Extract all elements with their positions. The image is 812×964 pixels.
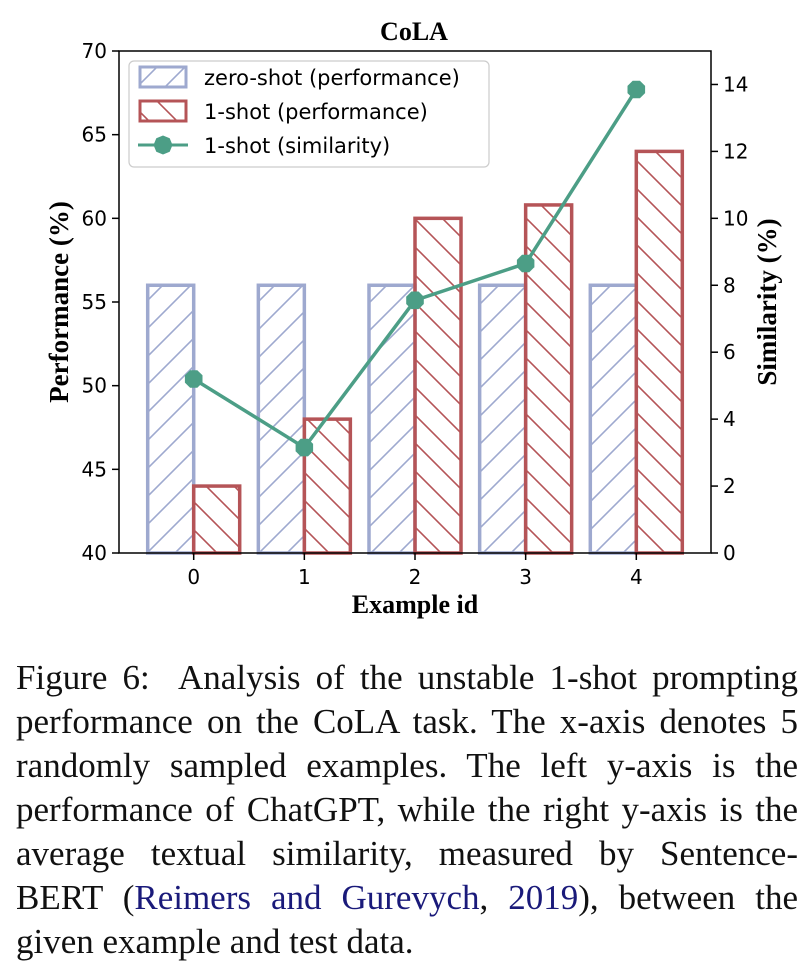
left-tick-label-0: 40 bbox=[82, 541, 107, 565]
legend-label-zero-shot: zero-shot (performance) bbox=[204, 66, 460, 90]
right-tick-label-5: 10 bbox=[723, 206, 748, 230]
legend-label-one-shot: 1-shot (performance) bbox=[204, 100, 428, 124]
x-tick-label-4: 4 bbox=[630, 565, 643, 589]
similarity-point-4 bbox=[627, 80, 646, 99]
left-tick-label-3: 55 bbox=[82, 290, 107, 314]
legend: zero-shot (performance) 1-shot (performa… bbox=[128, 60, 490, 168]
left-tick-label-4: 60 bbox=[82, 206, 107, 230]
figure-caption: Figure 6: Analysis of the unstable 1-sho… bbox=[16, 656, 798, 964]
zero-shot-bars bbox=[145, 283, 639, 555]
right-tick-label-4: 8 bbox=[723, 273, 736, 297]
bar-zero-shot-3 bbox=[477, 283, 528, 555]
legend-swatch-zero-shot bbox=[138, 65, 188, 89]
right-tick-label-1: 2 bbox=[723, 474, 736, 498]
caption-text-after: ), between the given example and test da… bbox=[16, 878, 798, 961]
bar-one-shot-0 bbox=[191, 484, 242, 555]
similarity-point-3 bbox=[516, 254, 535, 273]
x-tick-label-1: 1 bbox=[298, 565, 311, 589]
legend-swatch-one-shot bbox=[138, 99, 188, 123]
x-tick-label-0: 0 bbox=[187, 565, 200, 589]
right-y-axis: 0 2 4 6 8 10 12 14 bbox=[711, 72, 748, 565]
left-tick-label-2: 50 bbox=[82, 374, 107, 398]
caption-label: Figure 6: bbox=[16, 658, 150, 697]
bar-zero-shot-4 bbox=[588, 283, 639, 555]
right-tick-label-7: 14 bbox=[723, 72, 748, 96]
legend-box bbox=[128, 60, 490, 168]
citation-authors-link[interactable]: Reimers and Gurevych bbox=[134, 878, 480, 917]
right-tick-label-3: 6 bbox=[723, 340, 736, 364]
bar-one-shot-3 bbox=[523, 203, 574, 555]
y-axis-label: Performance (%) bbox=[44, 201, 74, 403]
similarity-point-0 bbox=[184, 370, 203, 388]
x-tick-label-2: 2 bbox=[409, 565, 422, 589]
left-tick-label-1: 45 bbox=[82, 457, 107, 481]
chart-title: CoLA bbox=[380, 17, 448, 46]
left-y-axis: 40 45 50 55 60 65 70 bbox=[82, 39, 119, 565]
right-tick-label-0: 0 bbox=[723, 541, 736, 565]
y2-axis-label: Similarity (%) bbox=[752, 218, 782, 385]
similarity-point-2 bbox=[406, 291, 424, 310]
bar-zero-shot-1 bbox=[256, 283, 307, 555]
x-tick-label-3: 3 bbox=[519, 565, 532, 589]
left-tick-label-6: 70 bbox=[82, 39, 107, 63]
similarity-point-1 bbox=[295, 438, 314, 457]
bar-one-shot-2 bbox=[413, 216, 463, 555]
x-axis: 0 1 2 3 4 bbox=[187, 553, 643, 589]
right-tick-label-2: 4 bbox=[723, 407, 736, 431]
bar-zero-shot-2 bbox=[367, 283, 417, 555]
legend-swatch-similarity-marker bbox=[153, 135, 173, 155]
similarity-series bbox=[184, 80, 646, 457]
legend-label-similarity: 1-shot (similarity) bbox=[204, 134, 390, 158]
citation-separator: , bbox=[479, 878, 509, 917]
right-tick-label-6: 12 bbox=[723, 139, 748, 163]
caption-text-before: Analysis of the unstable 1-shot promptin… bbox=[16, 658, 798, 917]
citation-year-link[interactable]: 2019 bbox=[508, 878, 579, 917]
bar-one-shot-4 bbox=[634, 149, 685, 555]
x-axis-label: Example id bbox=[352, 590, 479, 619]
bar-zero-shot-0 bbox=[145, 283, 196, 555]
left-tick-label-5: 65 bbox=[82, 123, 107, 147]
